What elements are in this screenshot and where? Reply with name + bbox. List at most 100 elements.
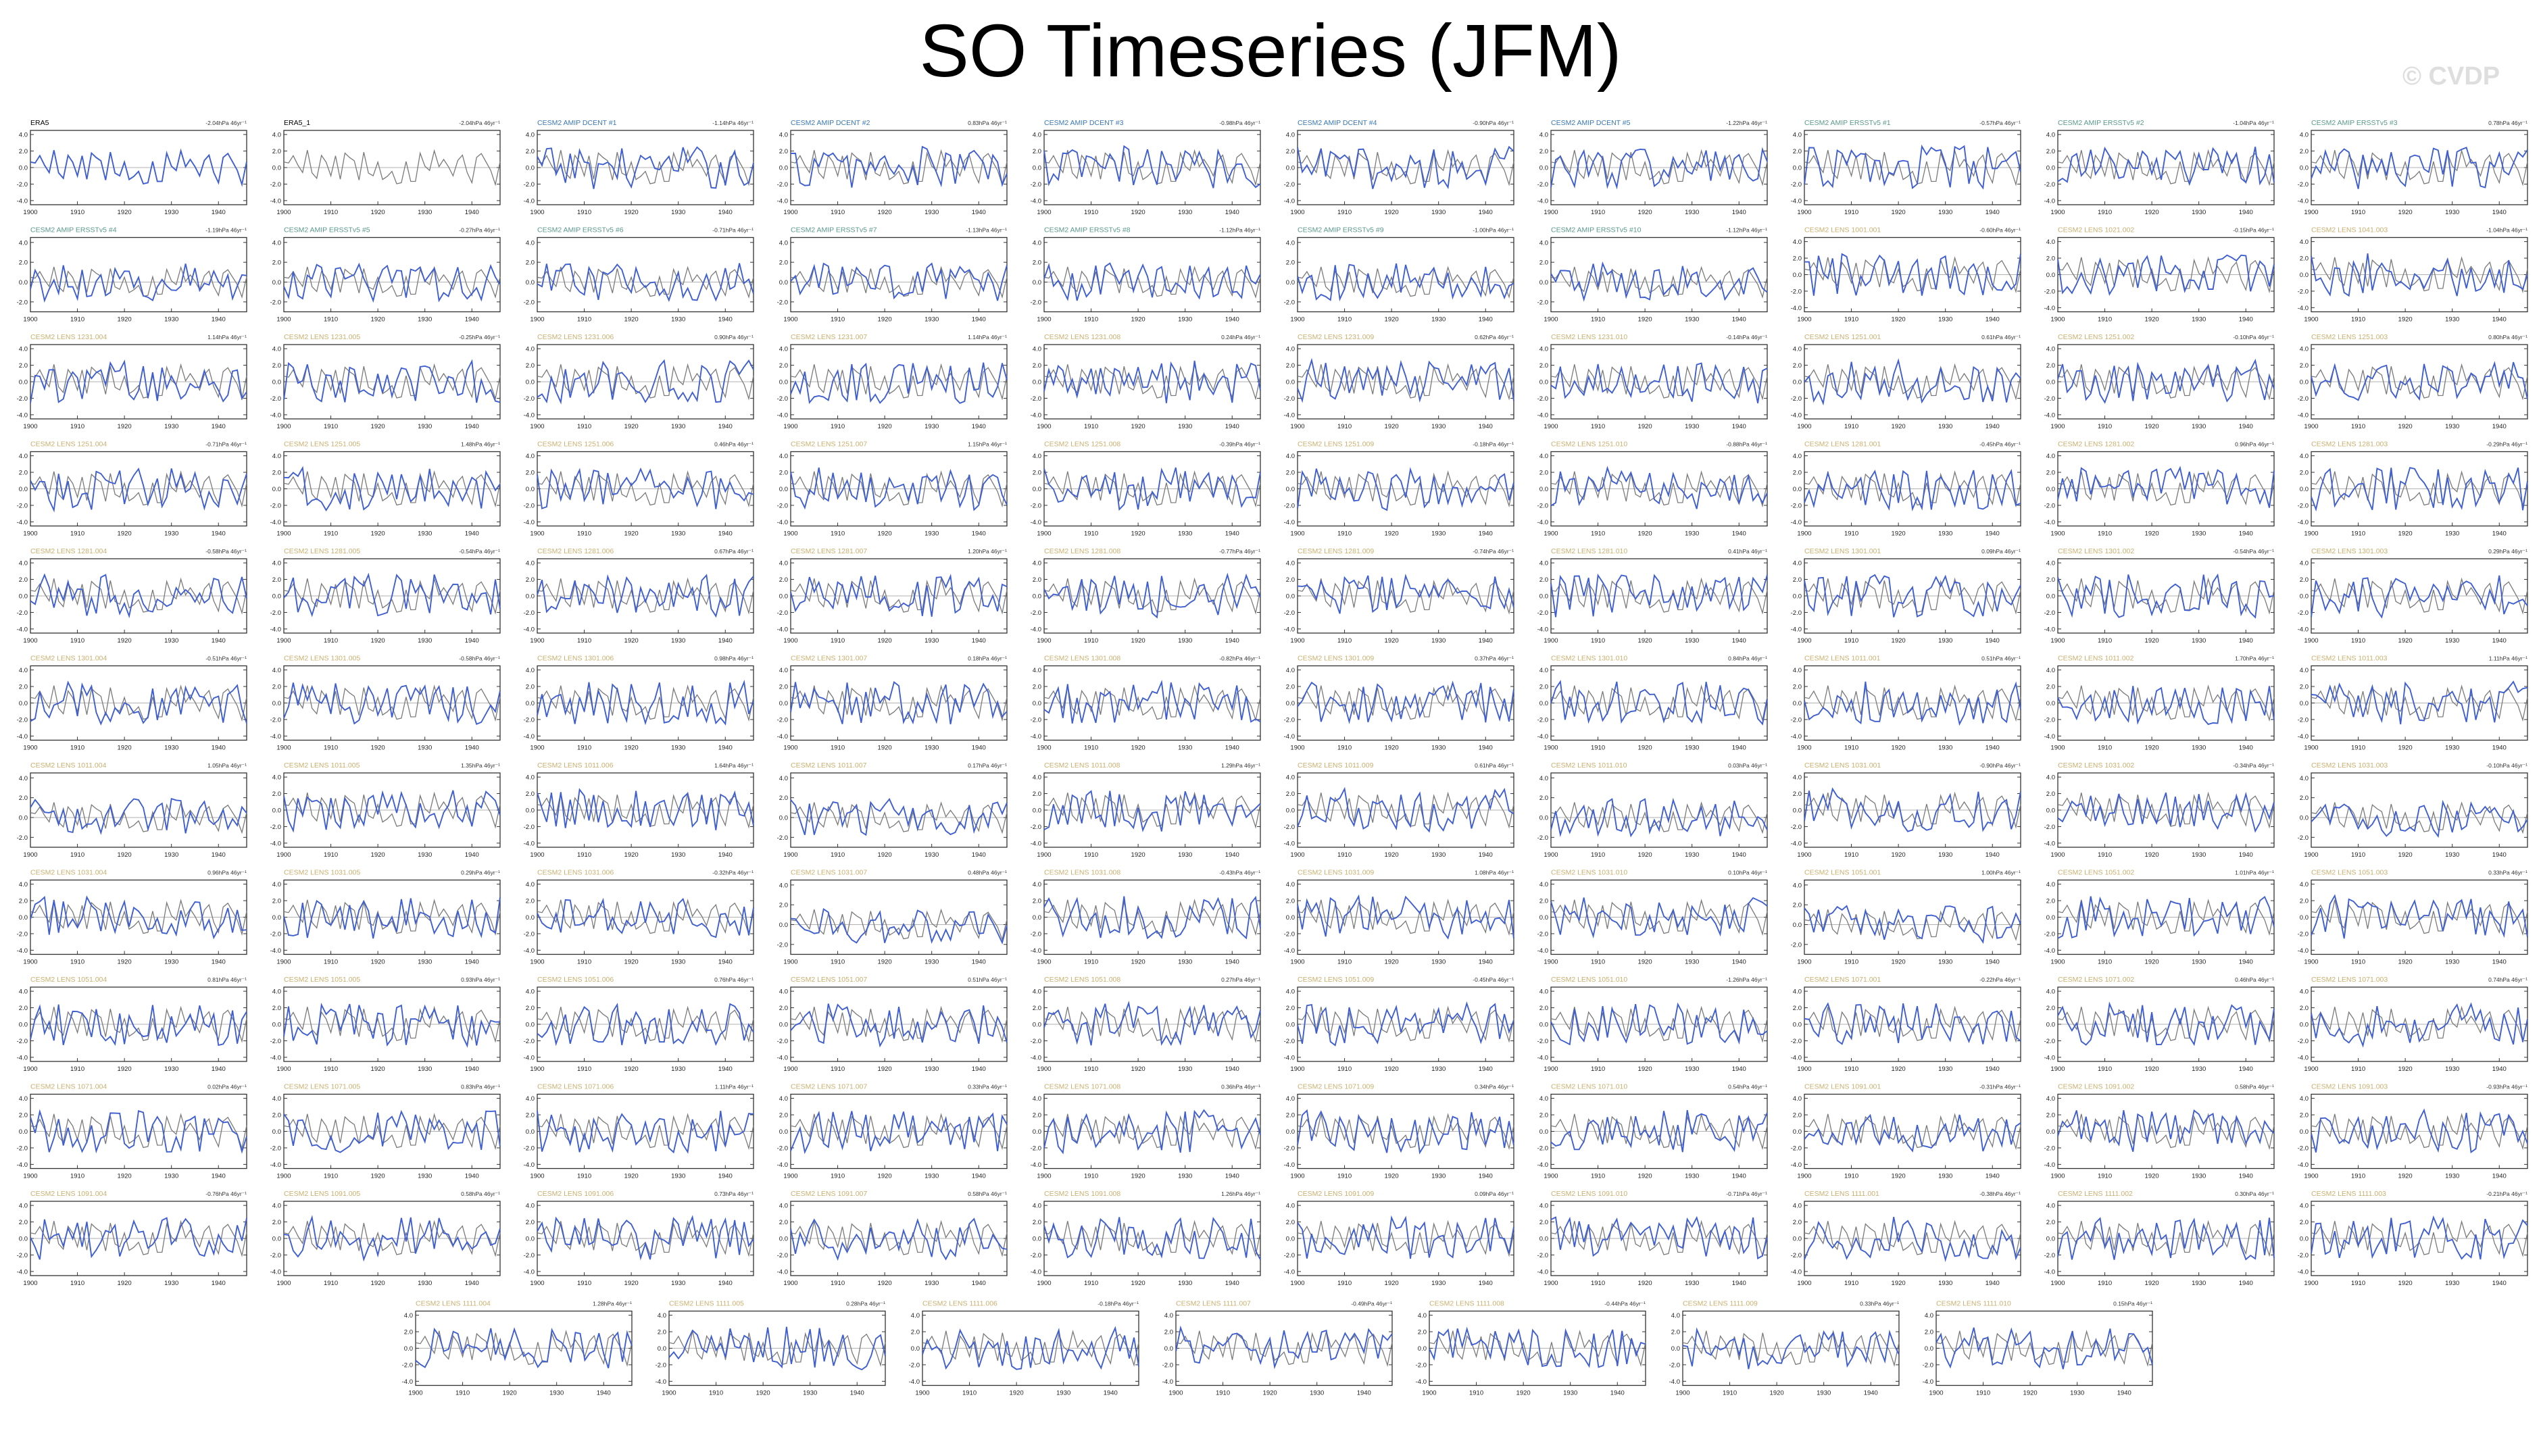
x-tick-label: 1930 [1685, 851, 1699, 859]
x-tick-label: 1940 [972, 316, 986, 324]
y-tick-label: -2.0 [2044, 1038, 2055, 1045]
y-tick-label: 2.0 [911, 1329, 920, 1336]
x-tick-label: 1940 [2492, 1280, 2507, 1287]
y-tick-label: -2.0 [777, 1252, 788, 1259]
x-tick-label: 1910 [1337, 745, 1352, 752]
panel: CESM2 LENS 1251.010 -0.88hPa 46yr⁻¹4.02.0… [1537, 441, 1768, 538]
panel-trend: 0.33hPa 46yr⁻¹ [968, 1084, 1007, 1090]
y-tick-label: 2.0 [1286, 790, 1295, 798]
x-tick-label: 1920 [2398, 959, 2413, 966]
y-tick-label: 4.0 [526, 988, 535, 996]
x-tick-label: 1920 [1638, 959, 1652, 966]
y-tick-label: -2.0 [1416, 1361, 1427, 1369]
model-series-line [1804, 253, 2021, 296]
x-tick-label: 1930 [671, 637, 685, 645]
model-series-line [283, 790, 501, 833]
y-tick-label: 0.0 [779, 593, 788, 601]
model-series-line [283, 1215, 501, 1262]
x-tick-label: 1920 [1263, 1390, 1277, 1397]
panel-trend: -0.25hPa 46yr⁻¹ [459, 334, 500, 341]
x-tick-label: 1940 [1985, 745, 2000, 752]
panel-title: CESM2 LENS 1251.009 [1298, 441, 1374, 449]
x-tick-label: 1920 [1131, 530, 1145, 538]
model-series-line [1935, 1327, 2153, 1370]
x-tick-label: 1900 [1037, 423, 1051, 430]
y-tick-label: -2.0 [270, 395, 281, 403]
panel: CESM2 LENS 1091.007 0.58hPa 46yr⁻¹4.02.00… [777, 1190, 1008, 1287]
panel: CESM2 LENS 1011.002 1.70hPa 46yr⁻¹4.02.00… [2044, 655, 2275, 752]
panel: CESM2 LENS 1011.007 0.17hPa 46yr⁻¹4.02.00… [777, 761, 1008, 859]
panel: CESM2 LENS 1011.005 1.35hPa 46yr⁻¹4.02.00… [270, 761, 501, 859]
panel: CESM2 AMIP ERSSTv5 #8 -1.12hPa 46yr⁻¹4.02… [1031, 226, 1261, 324]
y-tick-label: 4.0 [272, 667, 281, 674]
panel: CESM2 LENS 1301.007 0.18hPa 46yr⁻¹4.02.00… [777, 655, 1008, 752]
y-tick-label: -4.0 [524, 411, 535, 419]
y-tick-label: 4.0 [1793, 346, 1802, 353]
obs-series-line [30, 1005, 247, 1043]
y-tick-label: 0.0 [779, 815, 788, 822]
model-series-line [1550, 466, 1768, 509]
x-tick-label: 1940 [1225, 637, 1239, 645]
y-tick-label: 4.0 [1033, 1203, 1041, 1210]
panel-title: CESM2 LENS 1301.007 [791, 655, 867, 663]
y-tick-label: -4.0 [2298, 1161, 2309, 1169]
x-tick-label: 1920 [503, 1390, 517, 1397]
panel-trend: -1.13hPa 46yr⁻¹ [966, 227, 1007, 234]
panel-trend: 0.76hPa 46yr⁻¹ [714, 976, 754, 983]
y-tick-label: -4.0 [270, 197, 281, 205]
y-tick-label: 4.0 [19, 1203, 28, 1210]
x-tick-label: 1910 [1844, 1173, 1858, 1180]
x-tick-label: 1930 [924, 745, 939, 752]
y-tick-label: -2.0 [1537, 1145, 1548, 1152]
model-series-line [1550, 573, 1768, 618]
panel: CESM2 LENS 1091.003 -0.93hPa 46yr⁻¹4.02.0… [2298, 1083, 2528, 1180]
model-series-line [537, 359, 754, 405]
x-tick-label: 1930 [549, 1390, 564, 1397]
x-tick-label: 1910 [831, 1065, 845, 1073]
panel-trend: -0.76hPa 46yr⁻¹ [205, 1190, 247, 1197]
y-tick-label: -4.0 [2044, 947, 2055, 955]
x-tick-label: 1900 [1544, 1173, 1558, 1180]
y-tick-label: 4.0 [1286, 1203, 1295, 1210]
y-tick-label: 4.0 [2046, 667, 2055, 674]
y-tick-label: 4.0 [272, 774, 281, 782]
panel-trend: -1.12hPa 46yr⁻¹ [1219, 227, 1260, 234]
y-tick-label: -4.0 [1537, 947, 1548, 955]
y-tick-label: 2.0 [1539, 898, 1548, 905]
y-tick-label: 0.0 [19, 379, 28, 386]
model-series-line [1804, 1002, 2021, 1045]
x-tick-label: 1910 [577, 1173, 591, 1180]
x-tick-label: 1930 [2445, 1280, 2459, 1287]
x-tick-label: 1900 [1037, 1173, 1051, 1180]
x-tick-label: 1940 [212, 1173, 226, 1180]
panel-title: CESM2 AMIP DCENT #2 [791, 119, 870, 127]
y-tick-label: -2.0 [777, 1038, 788, 1045]
y-tick-label: -4.0 [1537, 519, 1548, 526]
y-tick-label: 4.0 [272, 1203, 281, 1210]
model-series-line [1550, 147, 1768, 190]
y-tick-label: 2.0 [1286, 1112, 1295, 1120]
y-tick-label: -4.0 [909, 1378, 920, 1386]
panel: CESM2 LENS 1301.002 -0.54hPa 46yr⁻¹4.02.0… [2044, 547, 2275, 645]
y-tick-label: 0.0 [2300, 593, 2309, 601]
x-tick-label: 1920 [1638, 1065, 1652, 1073]
y-tick-label: -4.0 [1031, 947, 1041, 955]
x-tick-label: 1920 [118, 1280, 132, 1287]
x-tick-label: 1900 [530, 316, 544, 324]
y-tick-label: -4.0 [1669, 1378, 1680, 1386]
y-tick-label: -2.0 [17, 395, 28, 403]
x-tick-label: 1910 [831, 959, 845, 966]
y-tick-label: -4.0 [1031, 1054, 1041, 1061]
x-tick-label: 1900 [1797, 316, 1811, 324]
y-tick-label: 0.0 [1793, 486, 1802, 493]
y-tick-label: -2.0 [2298, 502, 2309, 509]
x-tick-label: 1900 [530, 1173, 544, 1180]
y-tick-label: 4.0 [2300, 239, 2309, 246]
model-series-line [537, 1003, 754, 1047]
y-tick-label: -2.0 [1923, 1361, 1933, 1369]
y-tick-label: -4.0 [524, 1054, 535, 1061]
y-tick-label: 4.0 [19, 1095, 28, 1103]
model-series-line [283, 466, 501, 511]
y-tick-label: -2.0 [1537, 1038, 1548, 1045]
y-tick-label: 2.0 [272, 576, 281, 584]
